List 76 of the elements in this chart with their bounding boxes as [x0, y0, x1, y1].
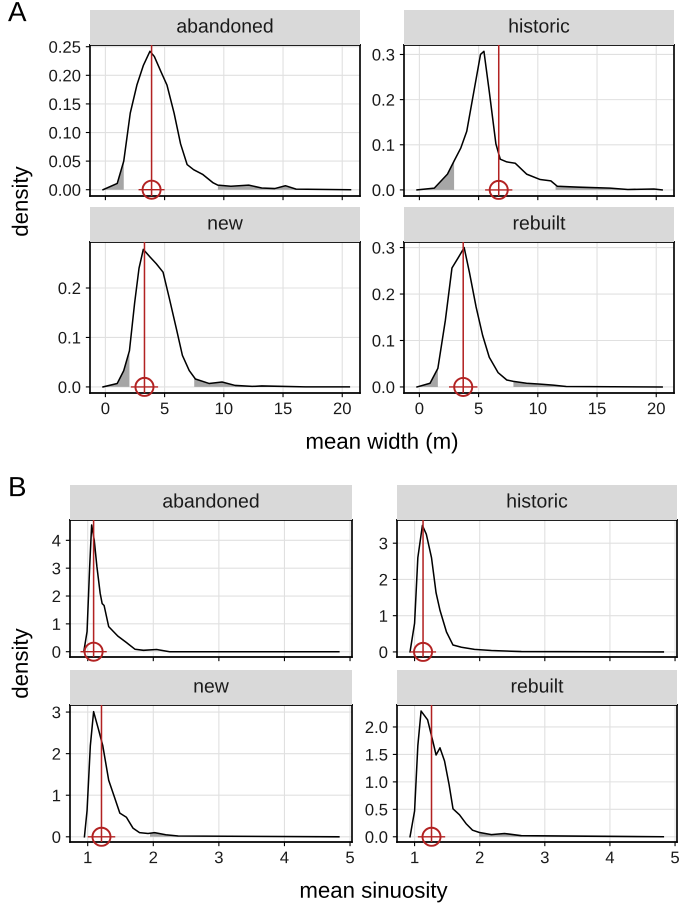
y-tick-label: 0.2: [372, 288, 394, 300]
y-tick-label: 0: [379, 646, 388, 658]
chart-title: new: [208, 219, 243, 230]
x-tick-label: 20: [648, 402, 665, 414]
x-tick-label: 4: [280, 852, 289, 864]
y-tick-label: 0.0: [372, 381, 394, 394]
y-tick-label: 1: [380, 610, 388, 622]
y-tick-label: 1.5: [366, 748, 388, 761]
y-tick-label: 0.05: [49, 156, 80, 168]
x-tick-label: 5: [346, 852, 354, 864]
line-series: [409, 524, 664, 653]
y-tick-label: 0.25: [49, 41, 80, 53]
y-tick-label: 0.20: [49, 70, 80, 82]
chart-title: abandoned: [163, 493, 258, 508]
x-axis-title: mean width (m): [306, 432, 458, 454]
x-tick-label: 15: [589, 402, 606, 414]
text: B: [10, 477, 26, 496]
y-tick-label: 0: [52, 646, 60, 658]
y-axis-title: density: [12, 166, 32, 236]
y-tick-label: 0.00: [49, 184, 80, 196]
y-tick-label: 0.1: [58, 332, 80, 344]
x-tick-label: 2: [149, 851, 158, 864]
x-tick-label: 0: [415, 402, 424, 414]
y-tick-label: 2.0: [366, 721, 388, 734]
y-tick-label: 0.0: [365, 831, 388, 843]
x-tick-label: 5: [474, 402, 483, 414]
y-tick-label: 0.0: [58, 381, 80, 394]
line-series: [409, 710, 664, 838]
y-tick-label: 0.1: [372, 334, 394, 347]
y-tick-label: 2: [52, 748, 60, 760]
y-tick-label: 0.15: [49, 98, 80, 110]
y-tick-label: 0: [52, 831, 60, 844]
y-tick-label: 0.10: [49, 126, 80, 139]
y-tick-label: 0.1: [372, 139, 394, 151]
x-tick-label: 5: [671, 852, 679, 864]
y-tick-label: 2: [52, 590, 60, 602]
y-tick-label: 0.2: [58, 282, 80, 294]
y-axis-title: density: [12, 628, 32, 698]
chart-title: new: [194, 682, 229, 693]
line-series: [416, 50, 663, 191]
chart-title: rebuilt: [512, 678, 564, 693]
y-tick-label: 1: [52, 790, 60, 802]
y-tick-label: 1: [52, 618, 60, 630]
chart-title: historic: [510, 18, 570, 33]
x-tick-label: 1: [411, 852, 418, 864]
x-tick-label: 3: [540, 851, 549, 864]
y-tick-label: 0.2: [372, 94, 394, 106]
y-tick-label: 0.3: [372, 242, 394, 254]
x-axis-title: mean sinuosity: [300, 882, 448, 902]
chart-title: abandoned: [177, 18, 272, 33]
x-tick-label: 20: [334, 402, 351, 414]
y-tick-label: 3: [52, 562, 60, 574]
x-tick-label: 4: [606, 852, 614, 864]
y-tick-label: 0.0: [372, 184, 394, 196]
x-tick-label: 0: [101, 402, 110, 414]
y-tick-label: 4: [52, 534, 60, 546]
x-tick-label: 10: [216, 402, 232, 414]
line-series: [416, 246, 663, 388]
line-series: [102, 248, 350, 388]
x-tick-label: 5: [160, 402, 169, 414]
x-tick-label: 3: [214, 851, 223, 864]
y-tick-label: 0.3: [372, 48, 394, 61]
text: A: [8, 2, 26, 22]
y-tick-label: 3: [379, 538, 388, 550]
x-tick-label: 1: [84, 852, 92, 864]
y-tick-label: 3: [52, 706, 60, 718]
x-tick-label: 2: [476, 851, 484, 864]
y-tick-label: 0.5: [365, 804, 388, 816]
chart-title: rebuilt: [514, 215, 566, 230]
line-series: [102, 50, 352, 190]
x-tick-label: 15: [275, 402, 292, 414]
line-series: [84, 710, 340, 838]
chart-title: historic: [508, 493, 568, 508]
y-tick-label: 1.0: [366, 776, 388, 788]
x-tick-label: 10: [530, 402, 546, 414]
y-tick-label: 2: [380, 574, 388, 586]
